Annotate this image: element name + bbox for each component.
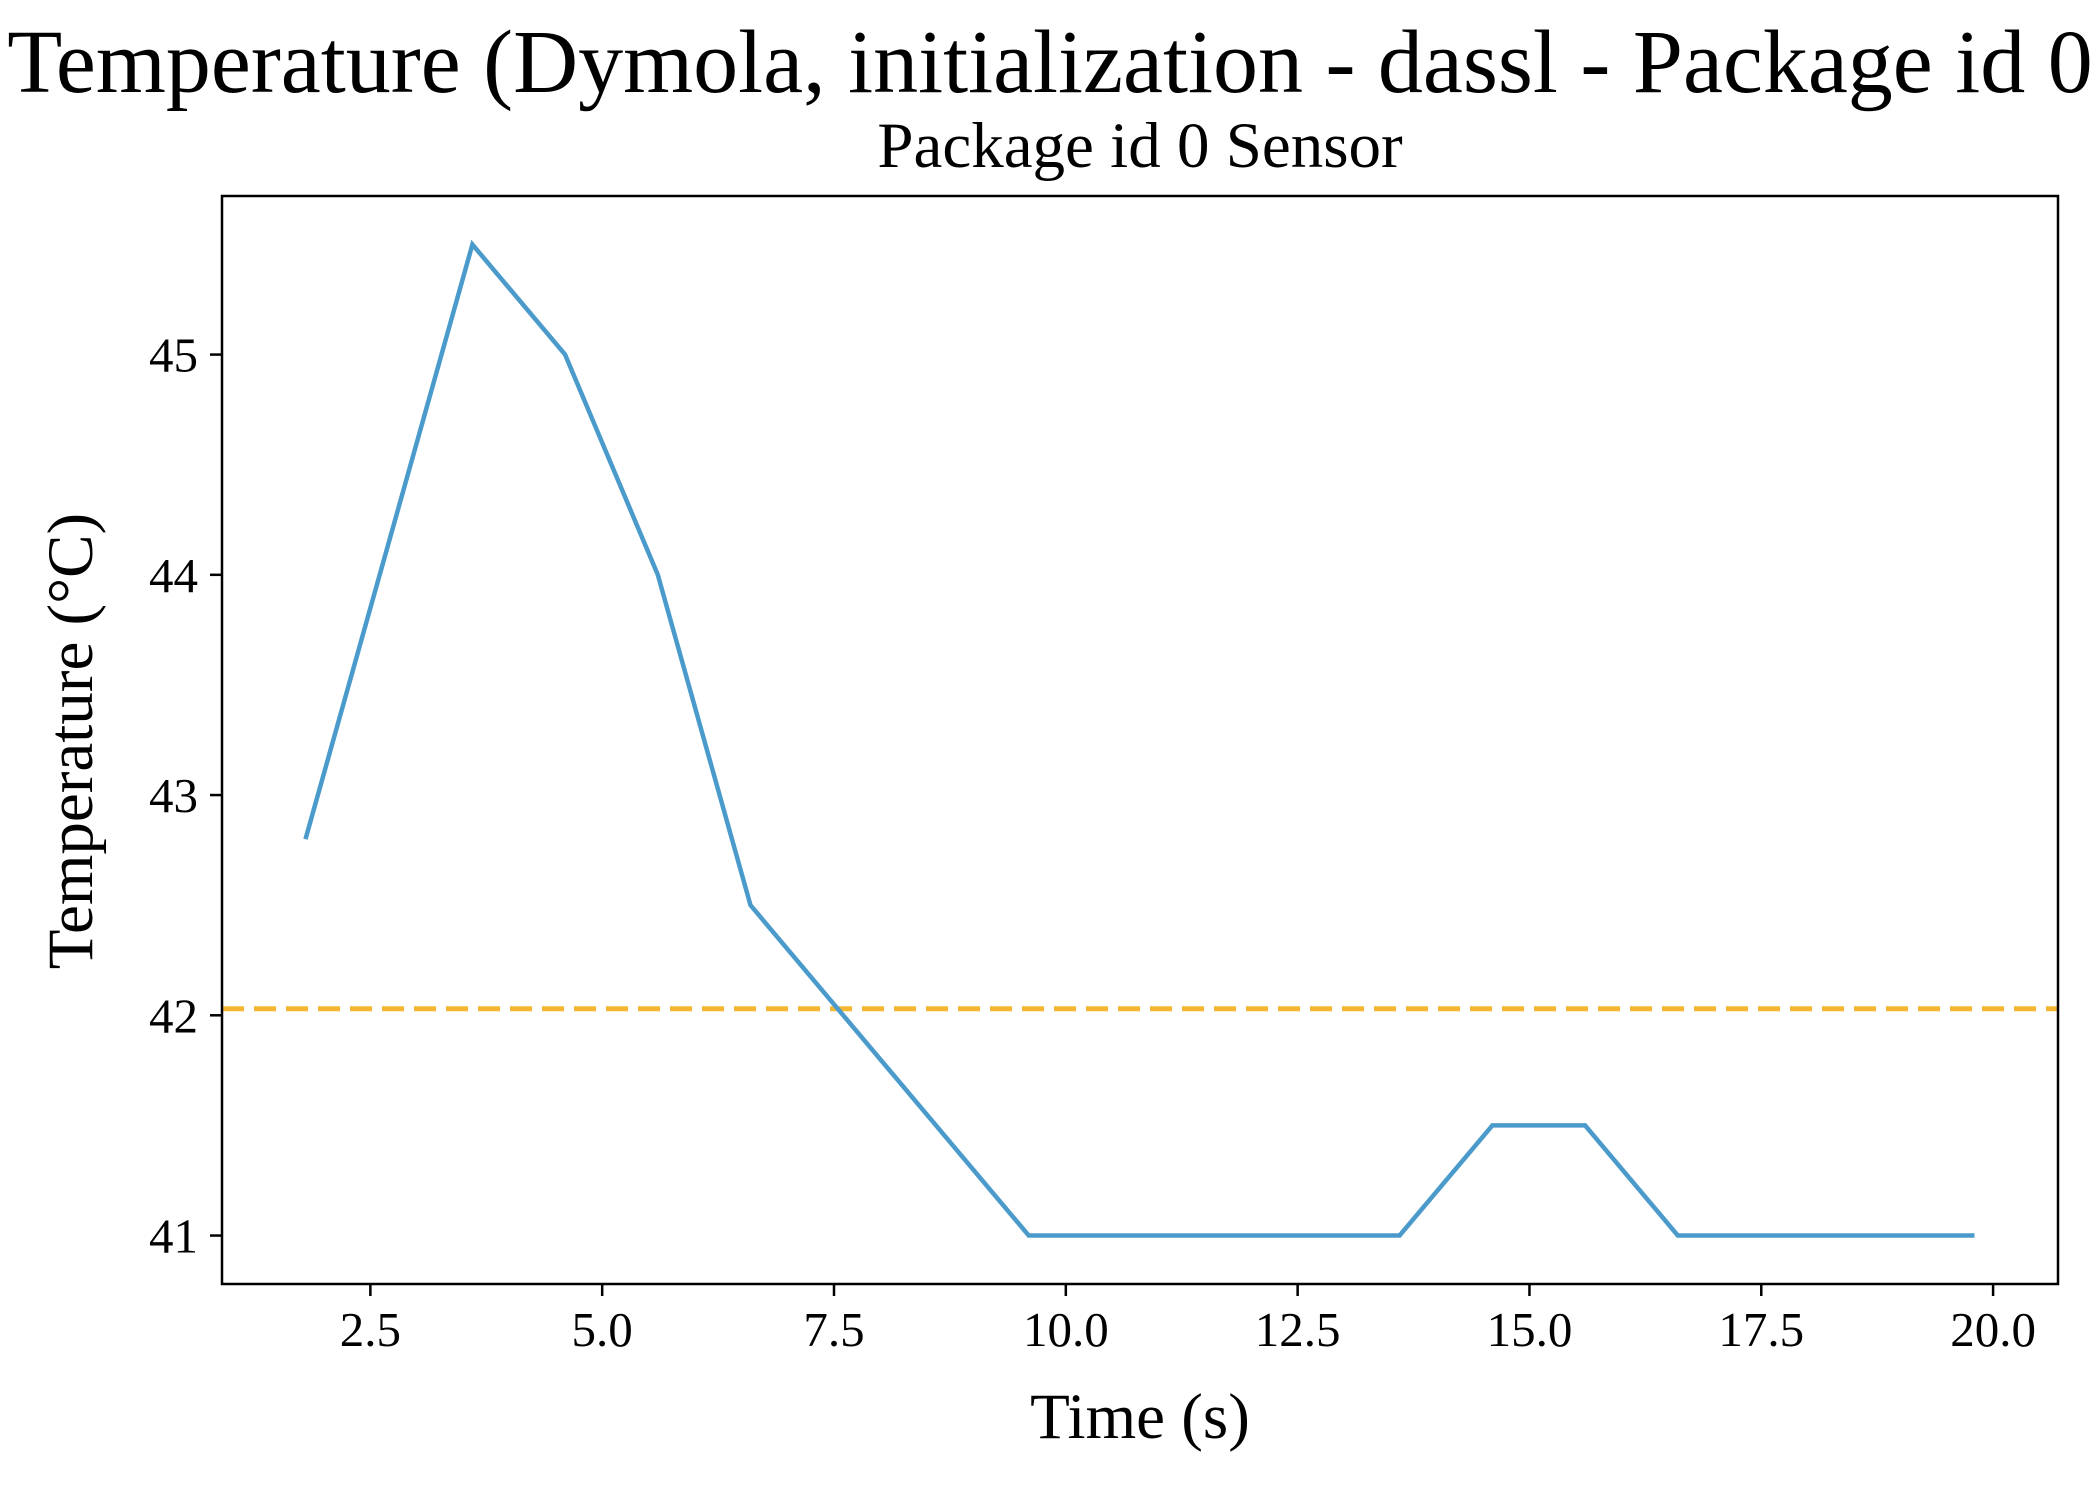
chart-title: Package id 0 Sensor [877, 110, 1403, 182]
y-tick-label: 44 [149, 548, 198, 603]
plot-area [220, 194, 2060, 1286]
y-axis: 41 42 43 44 45 [149, 328, 222, 1264]
x-tick-label: 10.0 [1023, 1302, 1109, 1357]
x-tick-label: 12.5 [1255, 1302, 1341, 1357]
x-axis: 2.5 5.0 7.5 10.0 12.5 15.0 17.5 20.0 [340, 1284, 2036, 1357]
x-tick-label: 20.0 [1950, 1302, 2036, 1357]
x-tick-label: 5.0 [572, 1302, 633, 1357]
y-tick-label: 42 [149, 988, 198, 1043]
x-tick-label: 2.5 [340, 1302, 401, 1357]
x-axis-label: Time (s) [1030, 1381, 1250, 1453]
x-tick-label: 7.5 [803, 1302, 864, 1357]
x-tick-label: 15.0 [1487, 1302, 1573, 1357]
x-tick-label: 17.5 [1718, 1302, 1804, 1357]
y-tick-label: 45 [149, 328, 198, 383]
series-layer [303, 239, 1975, 1238]
chart-suptitle: Temperature (Dymola, initialization - da… [7, 13, 2093, 112]
series-line-0 [303, 239, 1975, 1238]
y-tick-label: 41 [149, 1209, 198, 1264]
y-tick-label: 43 [149, 768, 198, 823]
axes-frame [220, 194, 2060, 1286]
y-axis-label: Temperature (°C) [35, 513, 107, 969]
